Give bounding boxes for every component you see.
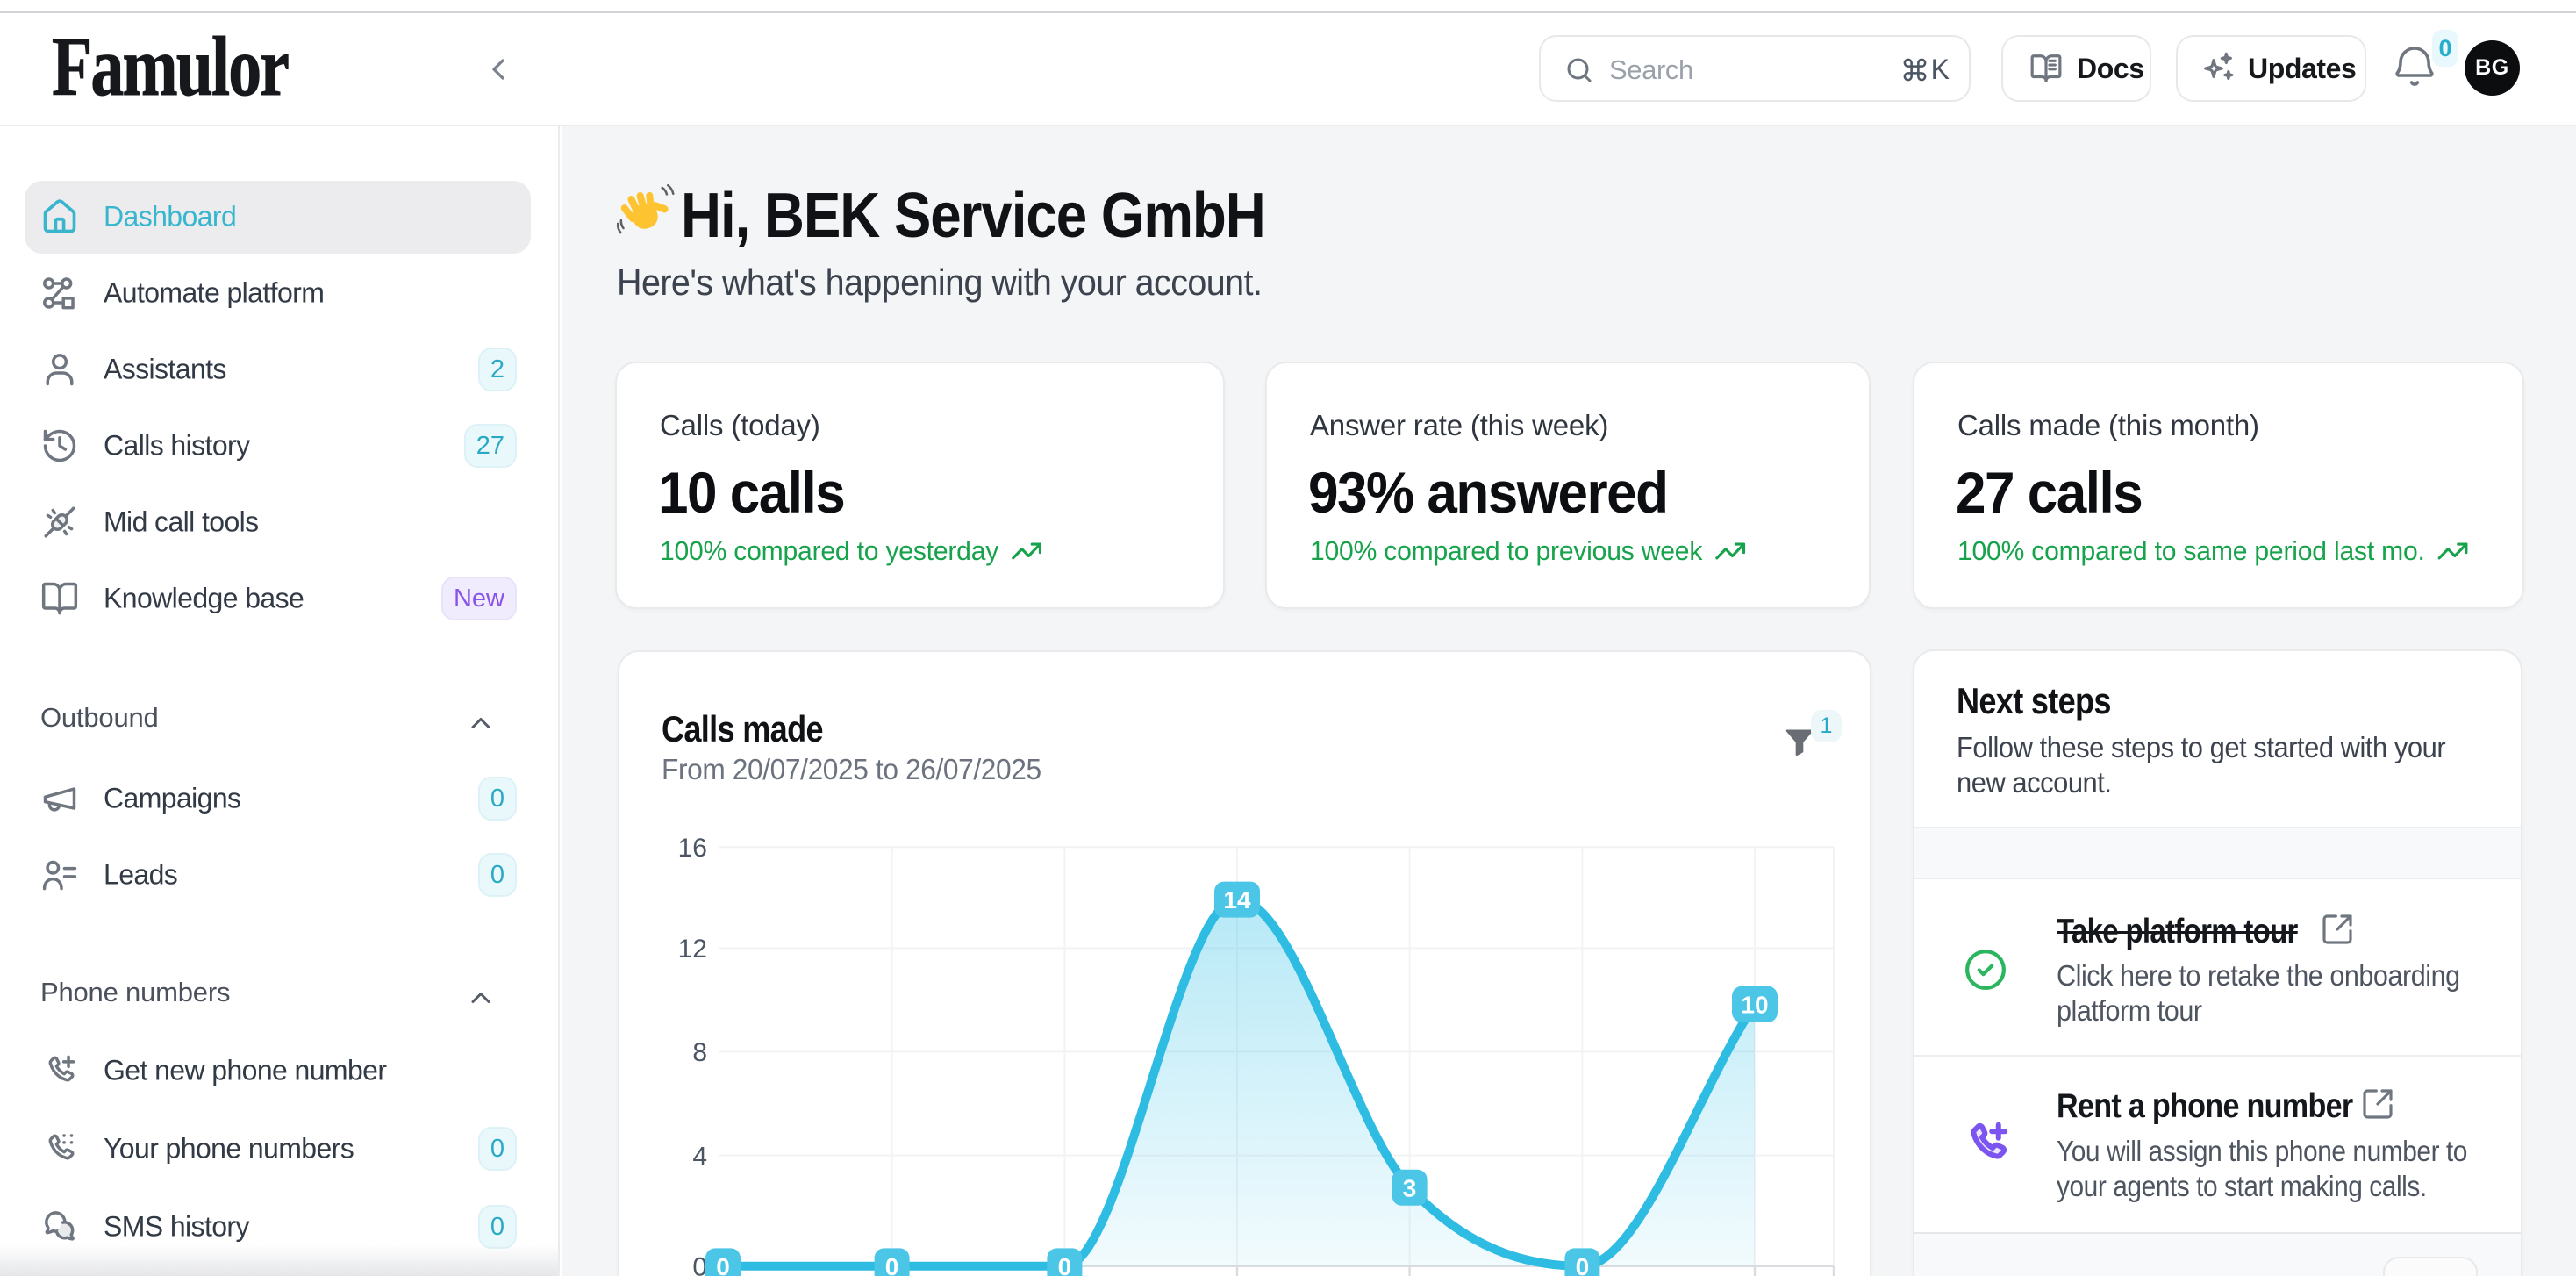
svg-text:0: 0 <box>692 1253 707 1276</box>
svg-text:4: 4 <box>692 1142 707 1171</box>
svg-text:10: 10 <box>1741 991 1768 1018</box>
svg-text:0: 0 <box>1058 1253 1072 1276</box>
svg-text:3: 3 <box>1403 1174 1417 1201</box>
svg-text:8: 8 <box>692 1038 707 1067</box>
svg-text:16: 16 <box>678 834 707 863</box>
svg-text:12: 12 <box>678 935 707 964</box>
svg-text:0: 0 <box>885 1253 899 1276</box>
svg-text:0: 0 <box>716 1253 730 1276</box>
svg-text:14: 14 <box>1223 886 1251 914</box>
svg-text:0: 0 <box>1576 1253 1590 1276</box>
